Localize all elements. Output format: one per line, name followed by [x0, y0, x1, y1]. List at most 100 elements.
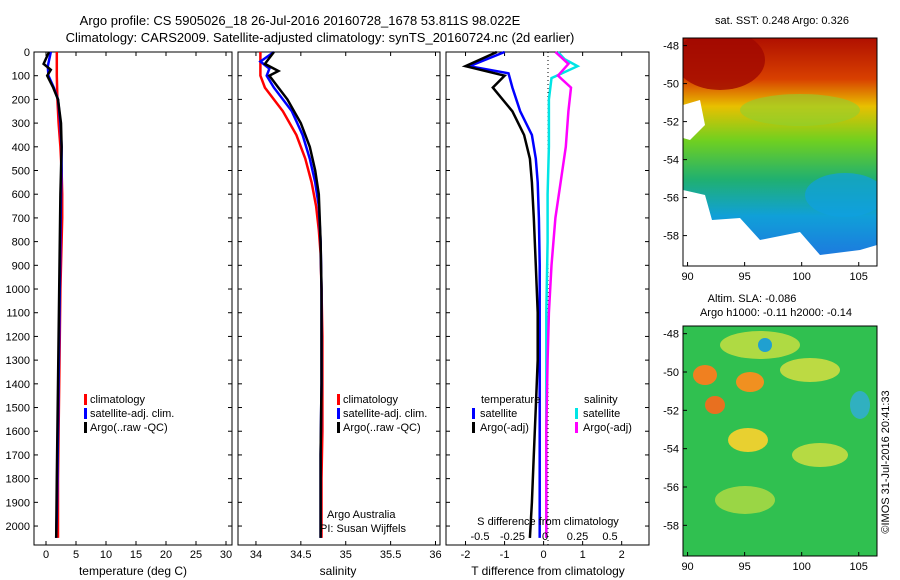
- t-difference-axis: -2 -1 0 1 2: [461, 52, 625, 561]
- profile-line-t-satellite: [464, 50, 541, 538]
- sla-positive-anomaly: [715, 486, 775, 514]
- lat-tick-label: -58: [663, 520, 679, 532]
- temperature-axes-frame: [33, 51, 233, 546]
- y-tick-label: 1600: [6, 426, 30, 438]
- y-tick-label: 1800: [6, 474, 30, 486]
- x-tick-label: 34.5: [290, 549, 311, 561]
- title-line-2: Climatology: CARS2009. Satellite-adjuste…: [66, 30, 575, 45]
- sst-map-frame: [682, 37, 878, 267]
- lat-tick-label: -54: [663, 155, 679, 167]
- lon-tick-label: 100: [793, 561, 811, 573]
- salinity-xlabel: salinity: [320, 564, 357, 578]
- y-tick-label: 1900: [6, 497, 30, 509]
- sla-field: [683, 326, 877, 556]
- lat-tick-label: -54: [663, 444, 679, 456]
- lon-tick-label: 90: [681, 561, 693, 573]
- sst-missing-area: [683, 100, 705, 140]
- x-tick-label: 0: [43, 549, 49, 561]
- salinity-axes-frame: [237, 51, 441, 546]
- sla-negative-anomaly: [758, 338, 772, 352]
- sst-map-title: sat. SST: 0.248 Argo: 0.326: [715, 15, 849, 27]
- legend-satellite: satellite-adj. clim.: [90, 408, 174, 420]
- y-tick-label: 1500: [6, 403, 30, 415]
- x-tick-label: 0: [541, 549, 547, 561]
- y-tick-label: 600: [12, 189, 30, 201]
- salinity-legend: climatology satellite-adj. clim. Argo(..…: [337, 394, 427, 434]
- salinity-depth-ticks: [238, 51, 440, 527]
- legend-swatch-s-satellite: [575, 408, 578, 419]
- lat-tick-label: -58: [663, 231, 679, 243]
- sst-map-axes: 90 95 100 105 -48 -50 -52 -54 -56 -58: [663, 41, 868, 283]
- x-tick-label: 36: [429, 549, 441, 561]
- sla-map-subtitle: Argo h1000: -0.11 h2000: -0.14: [700, 307, 852, 319]
- legend-swatch-satellite: [84, 408, 87, 419]
- y-tick-label: 500: [12, 166, 30, 178]
- legend-s-satellite: satellite: [583, 408, 620, 420]
- x-tick-label: 35: [340, 549, 352, 561]
- legend-temperature-title: temperature: [481, 394, 540, 406]
- lon-tick-label: 95: [738, 271, 750, 283]
- lat-tick-label: -50: [663, 367, 679, 379]
- legend-swatch-t-argo: [472, 422, 475, 433]
- y-tick-label: 100: [12, 71, 30, 83]
- difference-profiles: [461, 50, 581, 538]
- x-tick-label: 15: [130, 549, 142, 561]
- lat-tick-label: -56: [663, 482, 679, 494]
- sla-positive-anomaly: [705, 396, 725, 414]
- profile-line-argo-raw-qc: [42, 51, 63, 538]
- y-tick-label: 1300: [6, 355, 30, 367]
- sla-map-panel: Altim. SLA: -0.086 Argo h1000: -0.11 h20…: [663, 293, 878, 573]
- s-tick-label: 0.5: [602, 531, 617, 543]
- sla-positive-anomaly: [792, 443, 848, 467]
- legend-climatology: climatology: [90, 394, 146, 406]
- y-tick-label: 0: [24, 47, 30, 59]
- lat-tick-label: -52: [663, 405, 679, 417]
- legend-t-argo: Argo(-adj): [480, 422, 529, 434]
- y-tick-label: 1400: [6, 379, 30, 391]
- sst-missing-area: [683, 215, 705, 266]
- legend-salinity-title: salinity: [584, 394, 618, 406]
- x-tick-label: 5: [73, 549, 79, 561]
- sla-negative-anomaly: [850, 391, 870, 419]
- lat-tick-label: -48: [663, 41, 679, 53]
- pi-annotation-line-2: PI: Susan Wijffels: [320, 523, 406, 535]
- s-difference-label: S difference from climatology: [477, 516, 619, 528]
- legend-swatch-s-argo: [575, 422, 578, 433]
- sla-map-title: Altim. SLA: -0.086: [708, 293, 797, 305]
- difference-legend: temperature salinity satellite Argo(-adj…: [472, 394, 632, 434]
- difference-depth-ticks: [446, 51, 649, 527]
- legend-swatch-t-satellite: [472, 408, 475, 419]
- lon-tick-label: 95: [738, 561, 750, 573]
- legend-swatch-climatology: [84, 394, 87, 405]
- sst-heatmap: [683, 38, 877, 266]
- legend-s-argo: Argo(-adj): [583, 422, 632, 434]
- legend-swatch-argo: [84, 422, 87, 433]
- legend-argo: Argo(..raw -QC): [90, 422, 168, 434]
- profile-line-t-argo-adj: [461, 50, 539, 538]
- salinity-axis: 34 34.5 35 35.5 36: [250, 52, 442, 561]
- s-tick-label: -0.5: [471, 531, 490, 543]
- sla-positive-anomaly: [728, 428, 768, 452]
- y-tick-label: 900: [12, 260, 30, 272]
- sla-positive-anomaly: [736, 372, 764, 392]
- sla-positive-anomaly: [780, 358, 840, 382]
- pi-annotation-line-1: Argo Australia: [327, 509, 396, 521]
- temperature-profiles: [42, 51, 64, 538]
- profile-line-s-argo-adj: [545, 51, 573, 538]
- temperature-axis: 0 5 10 15 20 25 30: [43, 52, 232, 561]
- x-tick-label: 34: [250, 549, 262, 561]
- lat-tick-label: -52: [663, 117, 679, 129]
- sla-positive-anomaly: [693, 365, 717, 385]
- sla-map-axes: 90 95 100 105 -48 -50 -52 -54 -56 -58: [663, 329, 868, 573]
- x-tick-label: 1: [580, 549, 586, 561]
- sla-heatmap: [683, 326, 877, 556]
- sst-missing-area: [683, 190, 877, 266]
- sst-map-panel: sat. SST: 0.248 Argo: 0.326 90 95 100 105 -4…: [663, 15, 878, 283]
- y-tick-label: 800: [12, 237, 30, 249]
- lat-tick-label: -50: [663, 79, 679, 91]
- legend-swatch-satellite: [337, 408, 340, 419]
- sst-warm-patch: [683, 38, 765, 90]
- y-tick-label: 700: [12, 213, 30, 225]
- y-tick-label: 1200: [6, 331, 30, 343]
- temperature-panel: 0100200300400500600700800900100011001200…: [6, 47, 233, 578]
